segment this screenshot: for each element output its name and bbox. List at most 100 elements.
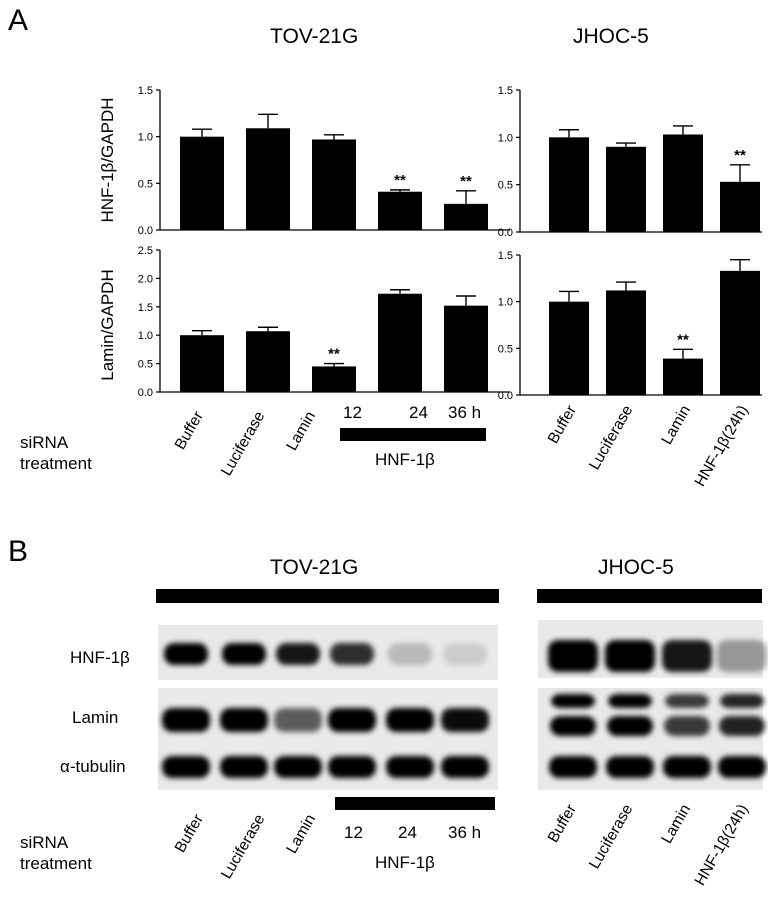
y-tick-label: 1.5: [138, 302, 153, 314]
hnf-band: [388, 643, 432, 665]
y-tick-label: 0.5: [138, 359, 153, 371]
panel-a-letter: A: [8, 4, 29, 37]
blot-strip-tov-hnf: [158, 625, 498, 680]
y-tick-label: 0.0: [498, 390, 513, 402]
y-tick-label: 0.0: [138, 225, 153, 237]
lamin-band: [274, 708, 322, 732]
significance-label: **: [734, 147, 746, 164]
tubulin-band: [663, 756, 711, 778]
tubulin-band: [441, 756, 489, 778]
panel-b-jhoc-bar: [537, 589, 762, 603]
y-tick-label: 0.0: [138, 387, 153, 399]
sirna-word-b: siRNA: [20, 833, 69, 852]
chart-tov-hnf: 0.00.51.01.5******: [138, 85, 510, 237]
bar: [720, 270, 760, 395]
sirna-word: siRNA: [20, 433, 69, 452]
bar: [663, 358, 703, 395]
bar: [246, 331, 290, 392]
y-tick-label: 2.0: [138, 273, 153, 285]
bar: [720, 181, 760, 232]
y-tick-label: 0.5: [498, 180, 513, 192]
hnf-band: [330, 643, 374, 665]
panel-b-title-tov21g: TOV-21G: [270, 556, 359, 579]
hnf-band: [605, 640, 655, 672]
chart-jhoc-lamin: 0.0 0.5 1.0 1.5 **: [498, 250, 762, 402]
hnf-band: [548, 640, 598, 672]
blot-label-tubulin: α-tubulin: [60, 757, 126, 776]
bar: [444, 203, 488, 230]
blot-label-hnf: HNF-1β: [70, 648, 130, 667]
treatment-word-b: treatment: [20, 854, 92, 873]
panel-a-tov-lane-label: 12: [343, 403, 362, 422]
bar: [378, 293, 422, 392]
panel-a-tov-lane-label: 36 h: [448, 403, 482, 422]
y-tick-label: 1.5: [498, 85, 513, 97]
y-tick-label: 1.5: [138, 85, 153, 97]
y-tick-label: 1.0: [498, 132, 513, 144]
hnf-band: [222, 643, 266, 665]
bar: [246, 128, 290, 230]
bar: [180, 136, 224, 230]
panel-a-sirna-label: siRNA treatment: [20, 432, 92, 474]
y-tick-label: 0.0: [498, 227, 513, 239]
bar: [180, 335, 224, 392]
significance-label: **: [677, 331, 689, 348]
hnf-band: [717, 640, 767, 672]
panel-a-tov-lane-label: 24: [409, 403, 428, 422]
tubulin-band: [549, 756, 597, 778]
bar: [549, 301, 589, 395]
y-tick-label: 1.0: [138, 132, 153, 144]
lamin-band: [719, 716, 765, 736]
bar: [312, 366, 356, 392]
bar: [444, 305, 488, 392]
panel-b-sirna-label: siRNA treatment: [20, 832, 92, 874]
y-tick-label: 1.0: [138, 330, 153, 342]
hnf-band: [443, 643, 487, 665]
panel-a-title-tov21g: TOV-21G: [270, 25, 359, 48]
bar: [606, 146, 646, 232]
hnf-band: [164, 643, 208, 665]
lamin-band: [386, 708, 434, 732]
lamin-band: [441, 708, 489, 732]
panel-b-tov-bar: [156, 589, 499, 603]
tubulin-band: [718, 756, 766, 778]
lamin-band: [550, 716, 596, 736]
lamin-band: [328, 708, 376, 732]
hnf-band: [662, 640, 712, 672]
tubulin-band: [328, 756, 376, 778]
lamin-upper-band: [608, 694, 652, 708]
lamin-band: [220, 708, 268, 732]
panel-b-title-jhoc5: JHOC-5: [598, 556, 674, 579]
panel-b-tov-lane-label: 12: [344, 823, 363, 842]
bar: [378, 191, 422, 230]
significance-label: **: [460, 173, 472, 190]
hnf-band: [276, 643, 320, 665]
lamin-band: [664, 716, 710, 736]
panel-b-tov-lane-label: 24: [398, 823, 417, 842]
chart-jhoc-hnf: 0.0 0.5 1.0 1.5 **: [498, 85, 762, 239]
panel-b-letter: B: [8, 535, 29, 568]
significance-label: **: [328, 346, 340, 363]
lamin-band: [607, 716, 653, 736]
bar: [663, 134, 703, 232]
treatment-word: treatment: [20, 454, 92, 473]
lamin-upper-band: [720, 694, 764, 708]
y-tick-label: 2.5: [138, 245, 153, 257]
panel-a-hnf-bracket: [340, 428, 486, 441]
panel-a-title-jhoc5: JHOC-5: [573, 25, 649, 48]
tubulin-band: [274, 756, 322, 778]
panel-a-hnf-label: HNF-1β: [375, 450, 435, 469]
panel-b-hnf-bracket: [335, 797, 495, 810]
tubulin-band: [386, 756, 434, 778]
chart-tov-lamin: 0.0 0.5 1.0 1.5 2.0 2.5 **: [138, 245, 510, 399]
significance-label: **: [394, 172, 406, 189]
bar: [606, 290, 646, 395]
tubulin-band: [606, 756, 654, 778]
lamin-band: [162, 708, 210, 732]
lamin-upper-band: [551, 694, 595, 708]
bar: [549, 137, 589, 232]
panel-b-tov-lane-label: 36 h: [448, 823, 482, 842]
y-tick-label: 0.5: [138, 178, 153, 190]
y-tick-label: 0.5: [498, 343, 513, 355]
